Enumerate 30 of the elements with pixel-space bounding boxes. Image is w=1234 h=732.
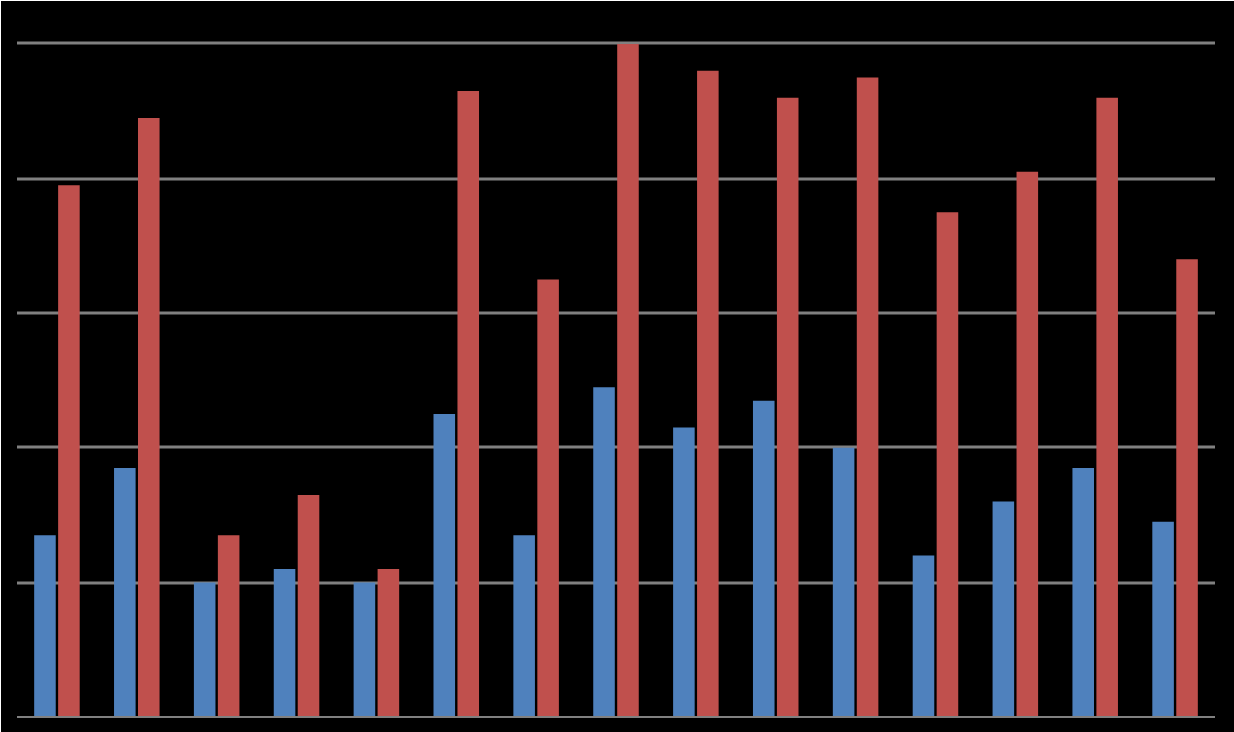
bar bbox=[537, 279, 559, 717]
bar bbox=[353, 582, 376, 717]
bar bbox=[617, 43, 639, 717]
bar bbox=[856, 77, 879, 717]
bar bbox=[457, 91, 480, 717]
bar bbox=[1072, 467, 1094, 717]
bar bbox=[936, 212, 959, 717]
bar bbox=[34, 535, 56, 717]
bar bbox=[832, 447, 855, 717]
bar bbox=[513, 535, 535, 717]
bar bbox=[912, 555, 935, 717]
bar bbox=[697, 70, 719, 717]
bar bbox=[377, 568, 400, 717]
bar bbox=[273, 568, 296, 717]
bar bbox=[138, 117, 160, 717]
bar bbox=[193, 582, 216, 717]
bar bbox=[673, 427, 695, 717]
bar bbox=[297, 494, 320, 717]
bar bbox=[433, 414, 456, 717]
bar bbox=[1152, 521, 1174, 717]
bar bbox=[1016, 171, 1039, 717]
bar bbox=[1176, 259, 1198, 717]
bar bbox=[217, 535, 240, 717]
bar bbox=[992, 501, 1015, 717]
bar bbox=[114, 467, 136, 717]
bar bbox=[593, 387, 615, 717]
bar bbox=[776, 97, 799, 717]
bar bbox=[1096, 97, 1118, 717]
bar bbox=[752, 400, 775, 717]
bar bbox=[58, 185, 80, 717]
